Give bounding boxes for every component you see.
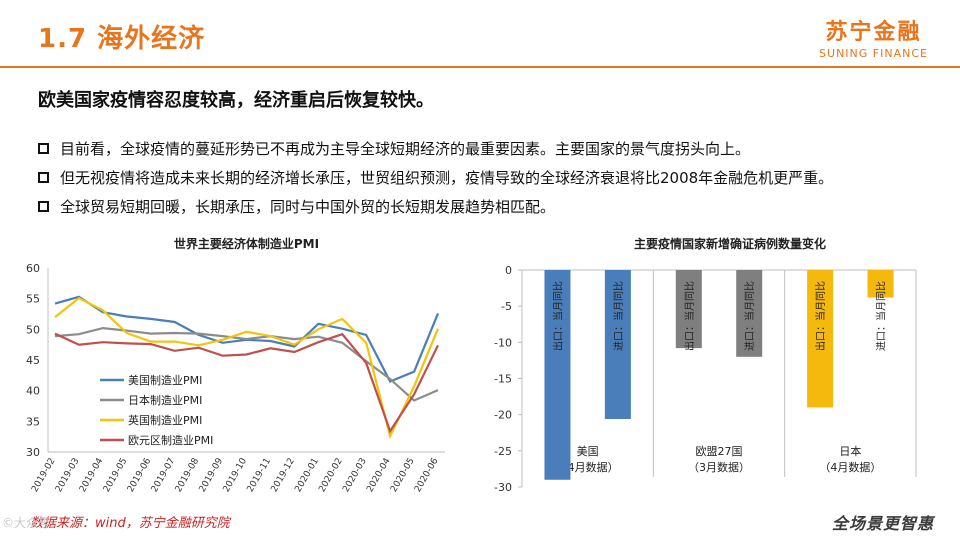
square-bullet-icon [38,201,49,212]
y-tick-label: 35 [26,415,40,428]
bar-label: 出口：当月同比 [551,281,564,351]
slogan: 全场景更智惠 [831,514,934,533]
watermark: ©大众号 [2,516,51,530]
bar-label: 进口：当月同比 [875,281,888,351]
legend-label: 欧元区制造业PMI [128,433,213,447]
bullet-item: 目前看，全球疫情的蔓延形势已不再成为主导全球短期经济的最重要因素。主要国家的景气… [38,134,833,163]
square-bullet-icon [38,143,49,154]
square-bullet-icon [38,172,49,183]
x-tick-label: 2020-06 [413,456,441,494]
bar [544,270,571,480]
bar [867,270,894,298]
bullet-item: 全球贸易短期回暖，长期承压，同时与中国外贸的长短期发展趋势相匹配。 [38,192,833,221]
y-tick-label: 60 [26,262,40,275]
series-line [54,326,439,402]
group-note: （3月数据） [688,460,750,474]
bullet-list: 目前看，全球疫情的蔓延形势已不再成为主导全球短期经济的最重要因素。主要国家的景气… [38,134,833,221]
chart-title: 主要疫情国家新增确证病例数量变化 [634,236,826,251]
brand-name-en: SUNING FINANCE [819,47,928,60]
bar-label: 出口：当月同比 [683,281,696,351]
group-label: 日本 [839,444,861,458]
y-tick-label: 0 [505,264,512,277]
bullet-text: 但无视疫情将造成未来长期的经济增长承压，世贸组织预测，疫情导致的全球经济衰退将比… [60,169,834,187]
bar-label: 进口：当月同比 [743,281,756,351]
group-note: （4月数据） [819,460,881,474]
y-tick-label: -10 [494,336,512,349]
bar [736,270,763,357]
trade-bar-chart: 主要疫情国家新增确证病例数量变化 0 -5 -10 -15 -20 -25 -30 美国 （4月数… [494,236,917,494]
brand-logo: 苏宁金融 SUNING FINANCE [819,14,928,60]
bar [807,270,834,408]
bullet-text: 目前看，全球疫情的蔓延形势已不再成为主导全球短期经济的最重要因素。主要国家的景气… [60,140,751,158]
y-tick-label: -25 [494,445,512,458]
group-note: （4月数据） [557,460,619,474]
bar-label: 出口：当月同比 [814,281,827,351]
brand-name: 苏宁金融 [825,20,922,45]
y-tick-label: -30 [494,481,512,494]
y-tick-label: 50 [26,323,40,336]
slide-subtitle: 欧美国家疫情容忍度较高，经济重启后恢复较快。 [38,90,434,111]
series-line [54,332,439,434]
data-source: 数据来源：wind，苏宁金融研究院 [30,516,230,531]
header-divider [0,66,960,68]
bullet-item: 但无视疫情将造成未来长期的经济增长承压，世贸组织预测，疫情导致的全球经济衰退将比… [38,163,833,192]
legend-label: 日本制造业PMI [128,393,202,407]
legend-label: 英国制造业PMI [128,413,202,427]
group-label: 美国 [577,445,599,458]
y-tick-label: -20 [494,409,512,422]
pmi-line-chart: 世界主要经济体制造业PMI303540455055602019-022019-0… [26,236,445,494]
chart-title: 世界主要经济体制造业PMI [174,236,319,251]
legend-label: 美国制造业PMI [128,373,202,387]
y-tick-label: 45 [26,354,40,367]
y-tick-label: 55 [26,293,40,306]
bar [604,270,631,420]
y-tick-label: 30 [26,446,40,459]
bullet-text: 全球贸易短期回暖，长期承压，同时与中国外贸的长短期发展趋势相匹配。 [60,198,556,216]
page-title: 1.7 海外经济 [38,24,206,54]
bar-label: 进口：当月同比 [612,281,625,351]
group-label: 欧盟27国 [696,445,743,458]
series-line [54,296,440,440]
bar [675,270,702,349]
y-tick-label: -15 [494,373,512,386]
y-tick-label: 40 [26,385,40,398]
y-tick-label: -5 [501,300,512,313]
